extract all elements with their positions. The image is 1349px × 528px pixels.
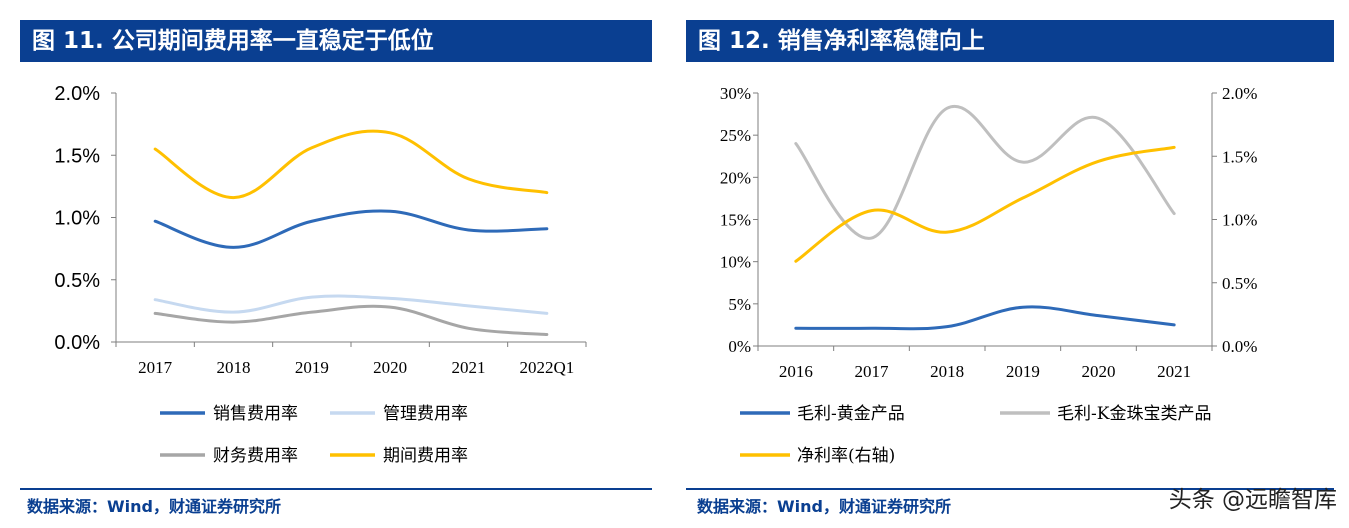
legend-label: 毛利-黄金产品 xyxy=(797,404,905,424)
series-line xyxy=(794,104,1176,240)
left-y-tick-label: 5% xyxy=(728,295,751,314)
series-line xyxy=(794,305,1176,331)
series-line xyxy=(153,294,549,315)
y-tick-label: 2.0% xyxy=(54,83,100,105)
legend-label: 财务费用率 xyxy=(213,446,298,466)
figure-11-panel: 图 11. 公司期间费用率一直稳定于低位 2.0% 1.5% 1.0% 0.5% 0.0… xyxy=(0,0,670,528)
x-tick-label: 2017 xyxy=(138,358,173,377)
y-tick-label: 0.0% xyxy=(54,332,100,354)
x-tick-label: 2021 xyxy=(452,358,486,377)
x-tick-label: 2021 xyxy=(1157,362,1191,381)
figure-11-title-bar: 图 11. 公司期间费用率一直稳定于低位 xyxy=(20,20,652,62)
series-line xyxy=(153,304,549,337)
left-y-tick-label: 25% xyxy=(720,126,751,145)
x-tick-label: 2016 xyxy=(779,362,813,381)
y-tick-label: 0.5% xyxy=(54,270,100,292)
x-tick-label: 2017 xyxy=(855,362,890,381)
left-y-tick-label: 30% xyxy=(720,84,751,103)
x-tick-label: 2018 xyxy=(930,362,964,381)
right-y-tick-label: 1.5% xyxy=(1222,147,1257,166)
x-tick-label: 2020 xyxy=(1082,362,1116,381)
right-y-tick-label: 0.0% xyxy=(1222,337,1257,356)
figure-11-source-divider xyxy=(20,488,652,490)
right-y-tick-label: 1.0% xyxy=(1222,211,1257,230)
x-tick-label: 2019 xyxy=(1006,362,1040,381)
x-tick-label: 2019 xyxy=(295,358,329,377)
series-line xyxy=(794,145,1176,263)
legend-label: 毛利-K金珠宝类产品 xyxy=(1057,404,1211,424)
legend-label: 销售费用率 xyxy=(213,404,298,424)
figure-12-title: 图 12. 销售净利率稳健向上 xyxy=(698,28,985,54)
figure-11-title: 图 11. 公司期间费用率一直稳定于低位 xyxy=(32,28,434,54)
right-y-tick-label: 2.0% xyxy=(1222,84,1257,103)
x-tick-label: 2022Q1 xyxy=(519,358,574,377)
figure-11-source: 数据来源：Wind，财通证券研究所 xyxy=(27,497,281,516)
series-line xyxy=(153,129,549,200)
figure-12-title-bar: 图 12. 销售净利率稳健向上 xyxy=(686,20,1334,62)
left-y-tick-label: 20% xyxy=(720,168,751,187)
figure-12-panel: 图 12. 销售净利率稳健向上 30% 25% 20% 15% 10% 5% 0% 2.0% 1… xyxy=(680,0,1349,528)
figure-12-chart: 30% 25% 20% 15% 10% 5% 0% 2.0% 1.5% 1.0% 0.5% 0.0% 2… xyxy=(720,84,1258,466)
legend-label: 期间费用率 xyxy=(383,446,468,466)
left-y-tick-label: 15% xyxy=(720,211,751,230)
figure-12-source-divider xyxy=(686,488,1334,490)
figure-12-source: 数据来源：Wind，财通证券研究所 xyxy=(697,497,951,516)
x-tick-label: 2020 xyxy=(373,358,407,377)
y-tick-label: 1.5% xyxy=(54,145,100,167)
watermark: 头条 @远瞻智库 xyxy=(1168,487,1337,513)
left-y-tick-label: 10% xyxy=(720,253,751,272)
y-tick-label: 1.0% xyxy=(54,208,100,230)
series-line xyxy=(153,209,549,249)
legend-label: 净利率(右轴) xyxy=(797,446,895,466)
left-y-tick-label: 0% xyxy=(728,337,751,356)
figure-11-chart: 2.0% 1.5% 1.0% 0.5% 0.0% 2017 2018 2019 2020 2021… xyxy=(54,83,587,466)
x-tick-label: 2018 xyxy=(217,358,251,377)
right-y-tick-label: 0.5% xyxy=(1222,274,1257,293)
legend-label: 管理费用率 xyxy=(383,404,468,424)
